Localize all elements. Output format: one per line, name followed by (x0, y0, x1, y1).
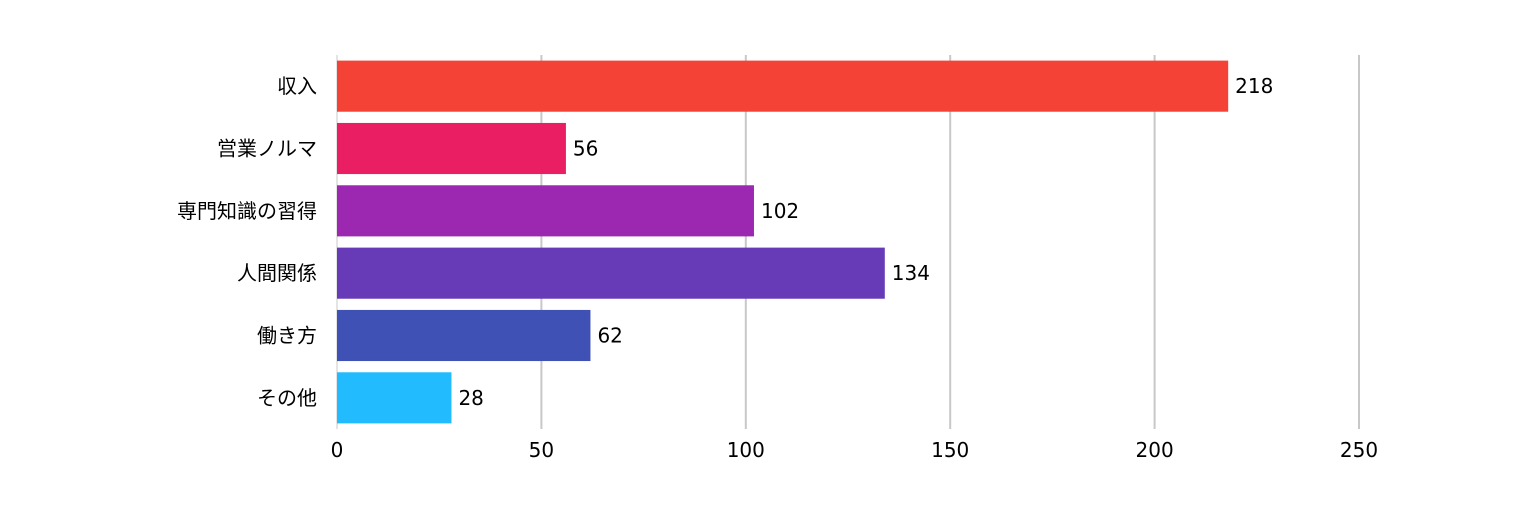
bars-layer (337, 60, 1229, 424)
category-label: 人間関係 (237, 261, 317, 285)
x-tick-label: 250 (1340, 438, 1378, 462)
x-tick-label: 100 (727, 438, 765, 462)
bar-3 (337, 247, 885, 299)
data-label: 134 (892, 261, 930, 285)
x-tick-label: 150 (931, 438, 969, 462)
labels-layer: 218 収入 56 営業ノルマ 102 専門知識の習得 134 人間関係 62 働き方 28 その他 (177, 74, 1273, 410)
bar-1 (337, 122, 566, 175)
bar-0 (337, 60, 1229, 112)
category-label: 専門知識の習得 (177, 199, 317, 223)
data-label: 28 (458, 386, 483, 410)
category-label: その他 (257, 386, 317, 410)
category-label: 営業ノルマ (217, 137, 317, 161)
bar-5 (337, 372, 452, 424)
x-tick-label: 50 (529, 438, 554, 462)
bar-2 (337, 185, 754, 237)
data-label: 218 (1235, 74, 1273, 98)
grid-layer (336, 55, 1360, 429)
data-label: 62 (597, 324, 622, 348)
data-label: 102 (761, 199, 799, 223)
category-label: 働き方 (257, 324, 317, 348)
data-label: 56 (573, 137, 598, 161)
x-tick-label: 200 (1136, 438, 1174, 462)
category-label: 収入 (277, 74, 317, 98)
bar-4 (337, 309, 591, 362)
x-axis-ticks: 0 50 100 150 200 250 (331, 438, 1378, 462)
x-tick-label: 0 (331, 438, 344, 462)
